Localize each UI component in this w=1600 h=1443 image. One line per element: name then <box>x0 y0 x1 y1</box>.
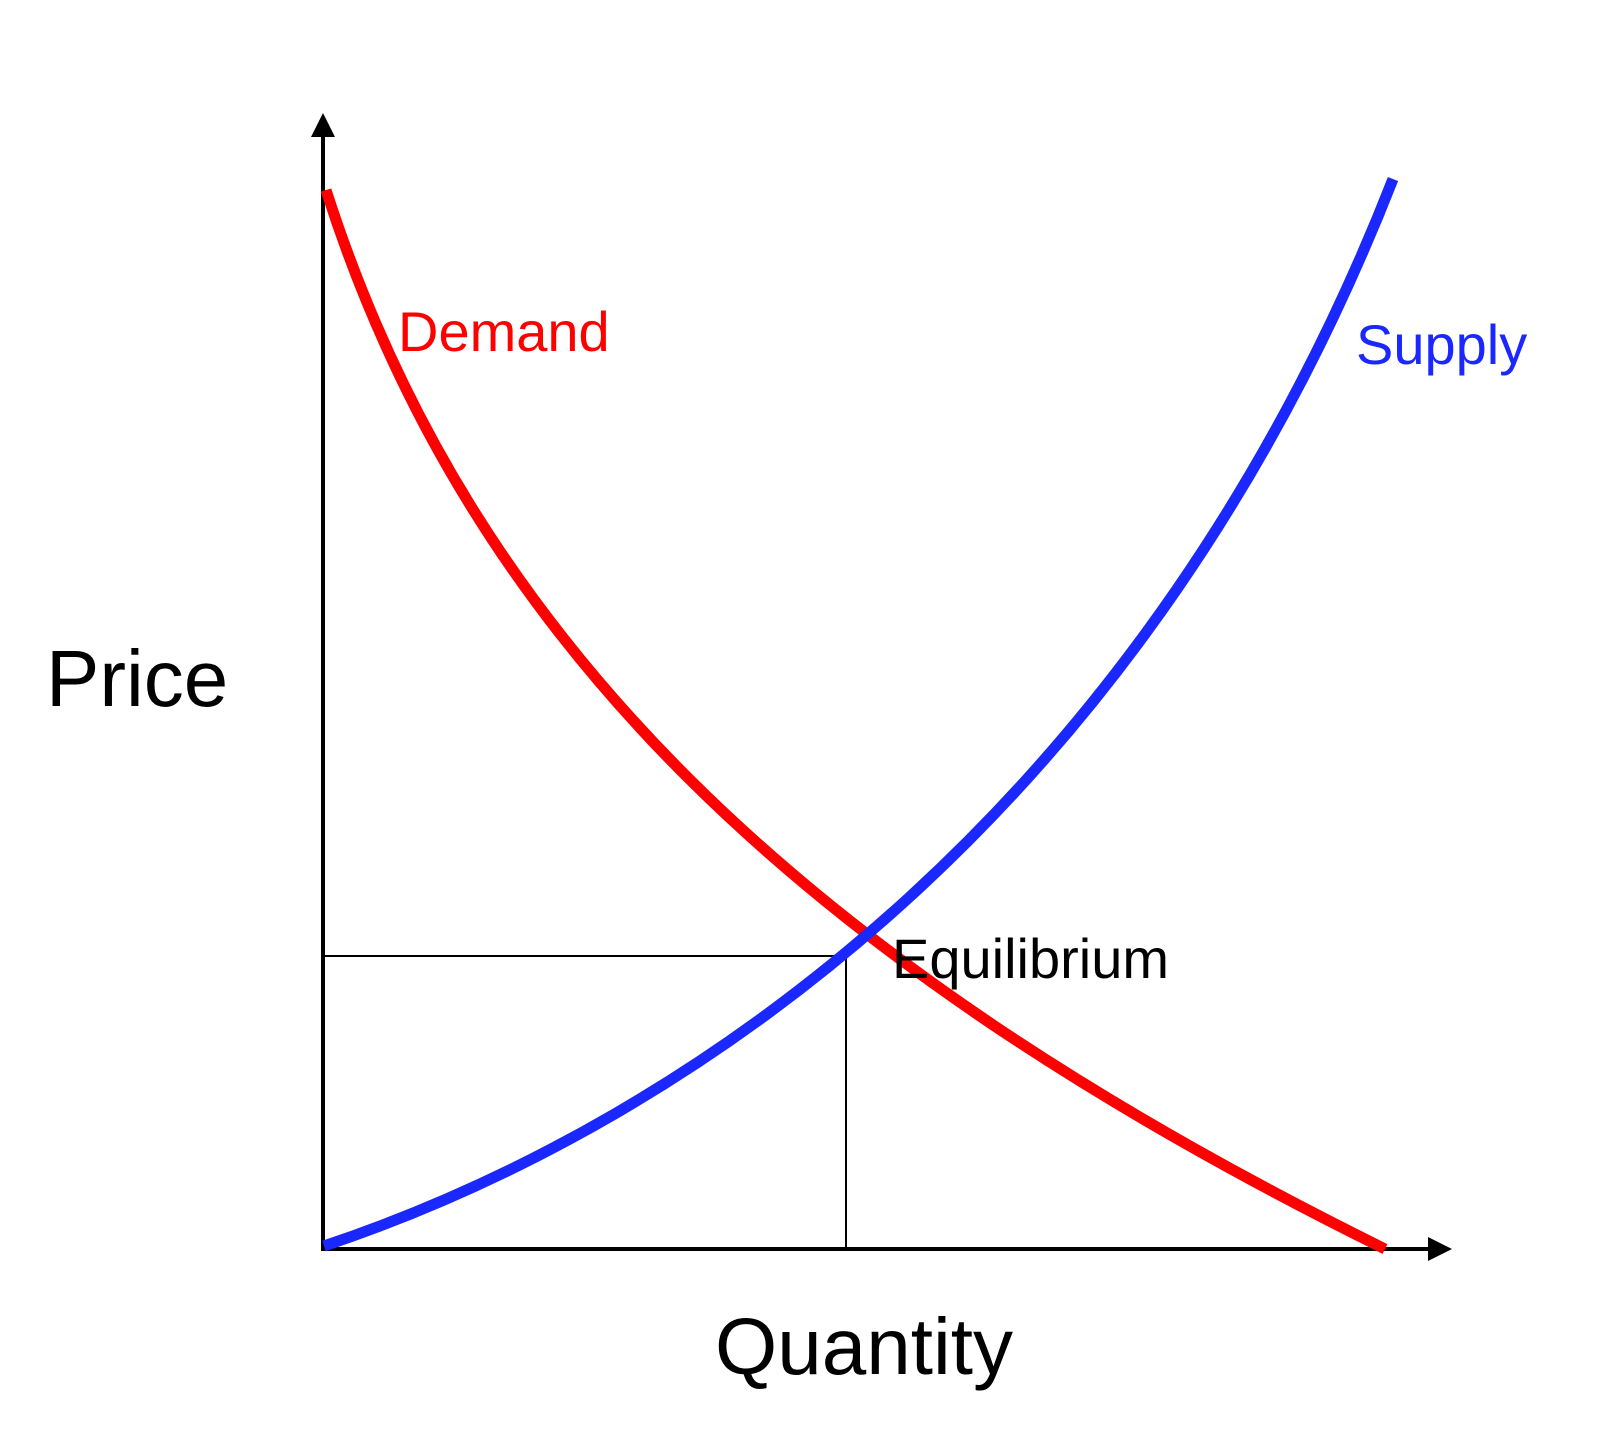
supply-label: Supply <box>1356 313 1527 376</box>
x-axis-label: Quantity <box>715 1302 1013 1391</box>
demand-label: Demand <box>398 300 610 363</box>
y-axis-label: Price <box>46 634 228 723</box>
demand-curve <box>320 188 1388 1254</box>
equilibrium-label: Equilibrium <box>892 927 1169 990</box>
supply-curve <box>322 176 1399 1252</box>
